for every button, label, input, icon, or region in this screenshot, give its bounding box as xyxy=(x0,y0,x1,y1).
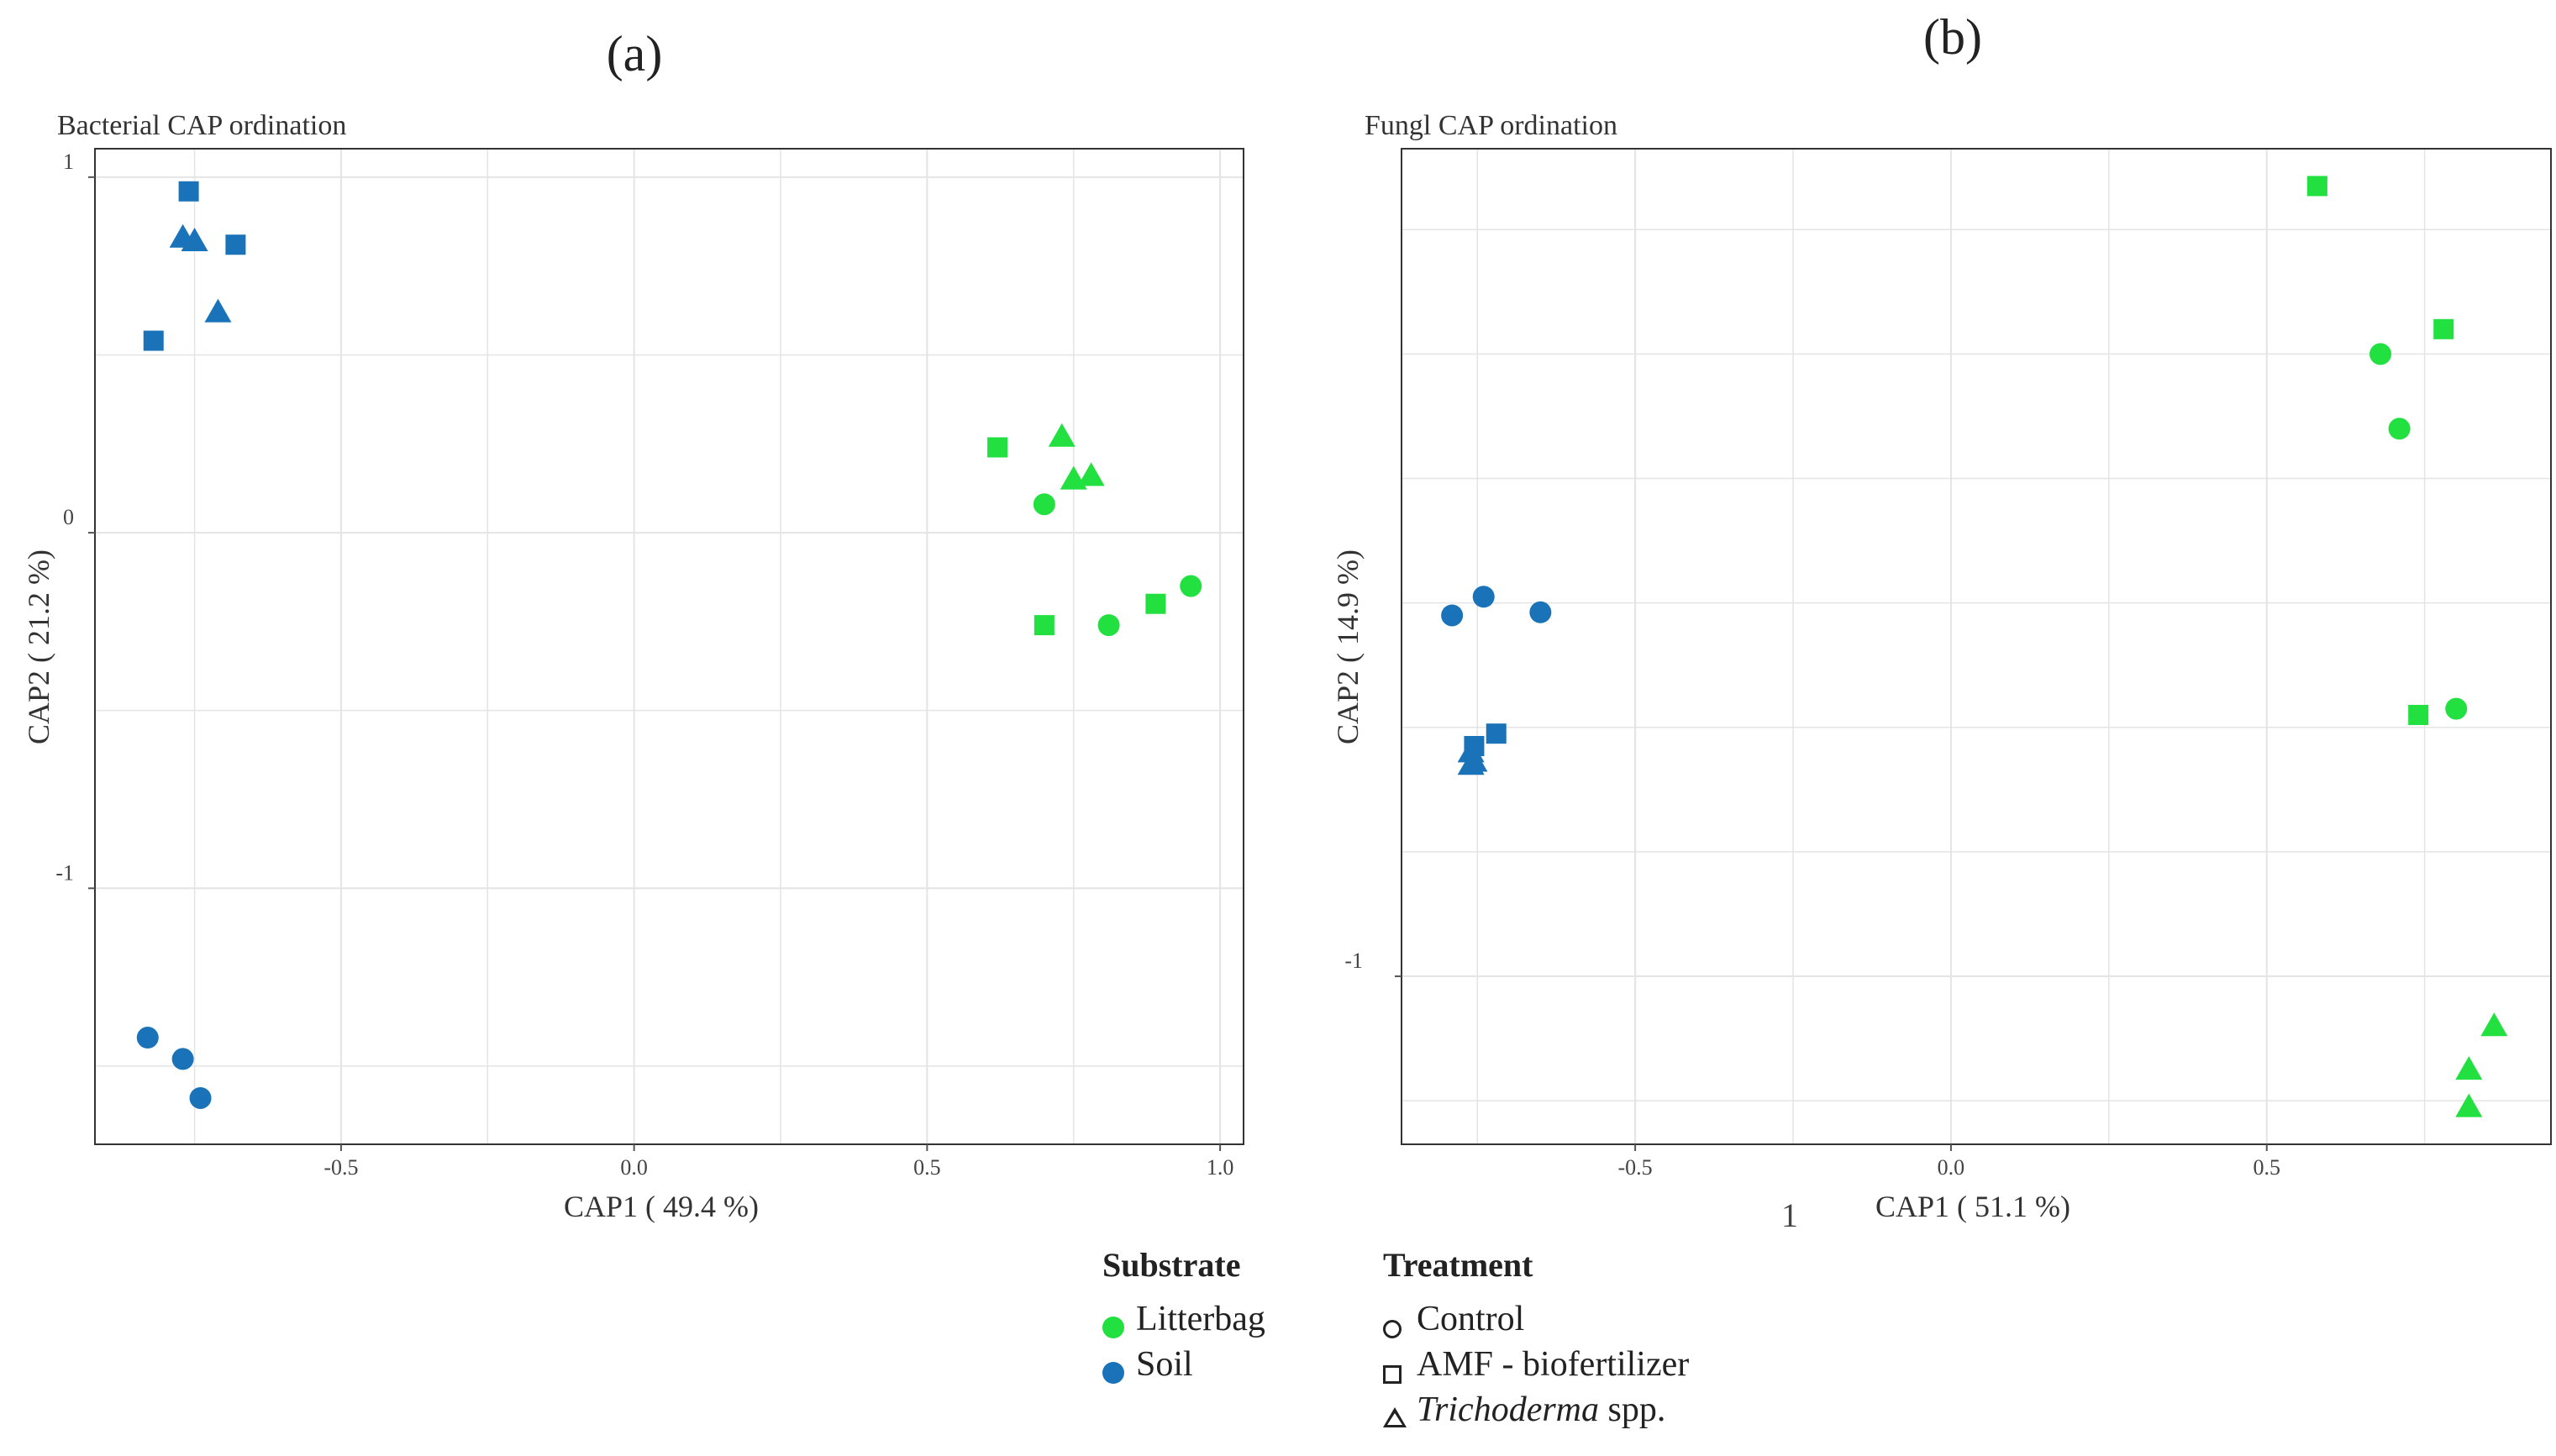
legend-label: Litterbag xyxy=(1136,1300,1265,1338)
data-point-soil-amf xyxy=(178,181,199,202)
data-point-soil-trichoderma xyxy=(181,228,208,252)
stray-mark: 1 xyxy=(1781,1196,1798,1234)
x-tick-label: 0.0 xyxy=(620,1155,648,1180)
y-axis-title: CAP2 ( 21.2 %) xyxy=(22,549,55,744)
legend-item-trichoderma: Trichoderma spp. xyxy=(1383,1387,1689,1432)
legend-substrate: Substrate Litterbag Soil xyxy=(1102,1245,1265,1387)
data-point-soil-amf xyxy=(143,330,164,351)
panel-label: (a) xyxy=(607,26,663,81)
legend-title: Treatment xyxy=(1383,1246,1533,1284)
data-point-litterbag-trichoderma xyxy=(1077,462,1105,486)
data-point-litterbag-control xyxy=(2369,343,2392,365)
data-point-litterbag-control xyxy=(1180,575,1202,597)
y-tick-label: -1 xyxy=(55,860,74,885)
legend-treatment: Treatment Control AMF - biofertilizer Tr… xyxy=(1383,1245,1689,1432)
x-axis-title: CAP1 ( 51.1 %) xyxy=(1875,1190,2070,1223)
data-point-litterbag-trichoderma xyxy=(1048,423,1076,447)
y-tick-label: -1 xyxy=(1344,949,1363,973)
data-point-soil-control xyxy=(1472,586,1495,608)
data-point-litterbag-amf xyxy=(1145,593,1166,614)
x-tick-label: 0.0 xyxy=(1938,1155,1965,1180)
panel-label: (b) xyxy=(1923,9,1982,65)
y-tick-label: 1 xyxy=(63,150,74,174)
legend-label-rest: spp. xyxy=(1599,1390,1666,1429)
x-tick-label: 0.5 xyxy=(913,1155,941,1180)
plot-frame xyxy=(1401,148,2552,1145)
data-point-litterbag-amf xyxy=(1033,615,1054,636)
legend-label-italic: Trichoderma xyxy=(1417,1390,1600,1429)
legend-title: Substrate xyxy=(1102,1246,1241,1284)
x-axis-title: CAP1 ( 49.4 %) xyxy=(564,1190,759,1223)
legend-item-amf: AMF - biofertilizer xyxy=(1383,1342,1689,1387)
data-point-litterbag-amf xyxy=(2408,704,2429,725)
data-point-soil-control xyxy=(1441,604,1464,627)
grid xyxy=(1402,149,2551,1144)
data-point-litterbag-trichoderma xyxy=(2480,1012,2508,1037)
data-point-soil-control xyxy=(136,1027,159,1049)
data-point-soil-amf xyxy=(225,234,246,255)
data-point-soil-control xyxy=(171,1048,194,1070)
data-point-litterbag-amf xyxy=(2433,318,2454,339)
triangle-shape-icon xyxy=(1383,1407,1407,1427)
legend-label: AMF - biofertilizer xyxy=(1417,1345,1690,1384)
data-point-litterbag-trichoderma xyxy=(2455,1093,2483,1117)
axis-ticks: -0.5 0.0 0.5 1.0 -1 0 1 xyxy=(55,150,1233,1180)
data-points xyxy=(1441,176,2508,1117)
data-point-soil-amf xyxy=(1486,723,1507,744)
x-tick-label: 1.0 xyxy=(1207,1155,1234,1180)
litterbag-dot-icon xyxy=(1102,1317,1124,1338)
y-axis-title: CAP2 ( 14.9 %) xyxy=(1331,549,1365,744)
data-point-litterbag-control xyxy=(1097,614,1120,637)
x-tick-label: 0.5 xyxy=(2254,1155,2281,1180)
bacterial-cap-plot: (a) Bacterial CAP ordination -0.5 0.0 0.5 1… xyxy=(22,26,1244,1223)
data-point-litterbag-control xyxy=(2388,418,2411,440)
plot-title: Bacterial CAP ordination xyxy=(57,110,346,141)
plot-title: Fungl CAP ordination xyxy=(1365,110,1617,141)
legend-item-control: Control xyxy=(1383,1296,1689,1342)
legend-label: Trichoderma spp. xyxy=(1417,1390,1665,1430)
legend-label: Soil xyxy=(1136,1345,1193,1384)
data-point-litterbag-trichoderma xyxy=(2455,1056,2483,1080)
y-tick-label: 0 xyxy=(63,505,74,529)
soil-dot-icon xyxy=(1102,1362,1124,1384)
legend-item-litterbag: Litterbag xyxy=(1102,1296,1265,1342)
legend-item-soil: Soil xyxy=(1102,1342,1265,1387)
circle-shape-icon xyxy=(1383,1320,1402,1338)
x-tick-label: -0.5 xyxy=(323,1155,358,1180)
plot-frame xyxy=(94,148,1244,1145)
data-point-soil-control xyxy=(189,1086,212,1109)
grid xyxy=(95,149,1244,1144)
data-point-litterbag-control xyxy=(2445,697,2468,720)
data-points xyxy=(136,181,1202,1109)
axis-ticks: -0.5 0.0 0.5 -1 xyxy=(1344,949,2280,1180)
square-shape-icon xyxy=(1383,1365,1402,1384)
x-tick-label: -0.5 xyxy=(1618,1155,1653,1180)
fungal-cap-plot: (b) Fungl CAP ordination -0.5 0.0 0.5-1 1 … xyxy=(1331,9,2552,1234)
data-point-litterbag-control xyxy=(1033,493,1055,516)
data-point-litterbag-amf xyxy=(2306,176,2327,197)
legend-label: Control xyxy=(1417,1300,1525,1338)
data-point-soil-trichoderma xyxy=(1457,751,1485,775)
data-point-litterbag-amf xyxy=(987,437,1008,458)
data-point-soil-trichoderma xyxy=(204,298,232,323)
data-point-soil-control xyxy=(1529,601,1552,623)
